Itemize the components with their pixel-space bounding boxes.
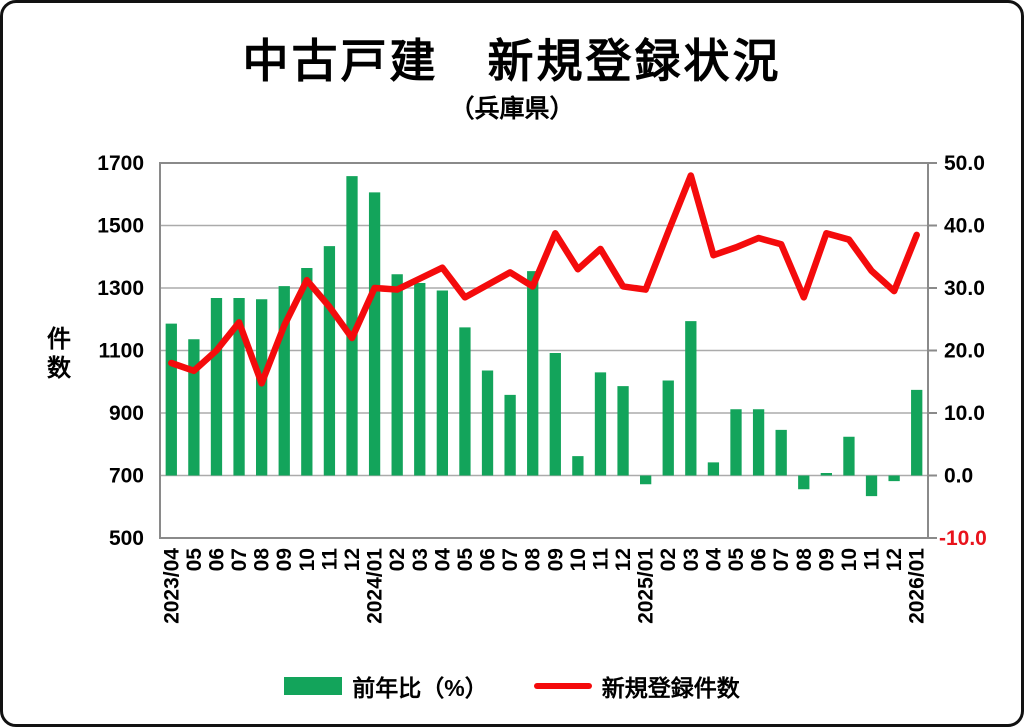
x-axis-label: 07 [770, 548, 793, 571]
legend-line-label: 新規登録件数 [601, 675, 740, 701]
bar-05 [459, 327, 471, 476]
left-axis-label: 1700 [97, 152, 144, 175]
bar-06 [210, 298, 223, 476]
bar-12 [617, 386, 629, 476]
bar-04 [436, 290, 448, 476]
bar-06 [752, 409, 765, 476]
x-axis-label: 08 [793, 548, 816, 572]
x-axis-label: 2024/01 [364, 548, 387, 624]
bar-08 [527, 271, 539, 476]
bar-03 [685, 321, 697, 476]
x-axis-label: 11 [318, 548, 341, 571]
bar-12 [888, 475, 900, 482]
x-axis-label: 06 [205, 548, 228, 571]
right-axis-label: 10.0 [944, 402, 985, 425]
x-axis-label: 05 [183, 548, 206, 572]
x-axis-label: 09 [544, 548, 567, 571]
bar-2025/01 [640, 475, 652, 485]
x-axis-label: 06 [748, 548, 771, 571]
bar-09 [278, 286, 290, 476]
x-axis-label: 2023/04 [160, 548, 183, 624]
bar-06 [481, 370, 494, 476]
x-axis-label: 11 [589, 548, 612, 571]
legend-item-bar: 前年比（%） [284, 669, 488, 703]
x-axis-label: 03 [680, 548, 703, 571]
x-axis-label: 05 [454, 548, 477, 572]
line-series [168, 172, 920, 387]
right-axis-label: 40.0 [944, 215, 985, 238]
bar-12 [346, 176, 358, 476]
bar-2023/04 [165, 323, 177, 476]
x-axis-label: 10 [838, 548, 861, 571]
legend-item-line: 新規登録件数 [533, 669, 740, 703]
x-axis-label: 10 [296, 548, 319, 571]
x-axis-label: 11 [861, 548, 884, 571]
x-axis-label: 12 [341, 548, 364, 571]
x-axis-label: 09 [815, 548, 838, 571]
left-axis-label: 1300 [97, 277, 144, 300]
chart-legend: 前年比（%） 新規登録件数 [3, 669, 1021, 703]
right-axis-label: 20.0 [944, 340, 985, 363]
x-axis-label: 07 [228, 548, 251, 571]
bar-07 [233, 298, 245, 476]
registration-combo-chart: 1700 1500 1300 1100 900 700 500 50.0 40.0 30.0 20.… [97, 152, 987, 624]
bar-2024/01 [368, 192, 381, 476]
bar-07 [775, 429, 787, 476]
x-axis-label: 03 [409, 548, 432, 571]
right-axis-label: 50.0 [944, 152, 985, 175]
x-axis-label: 12 [612, 548, 635, 571]
bar-09 [549, 353, 561, 476]
x-axis-label: 10 [567, 548, 590, 571]
left-axis-label: 1500 [97, 215, 144, 238]
x-axis-label: 04 [431, 548, 454, 572]
chart-subtitle: （兵庫県） [449, 95, 575, 123]
bar-08 [798, 475, 810, 490]
bar-03 [414, 283, 426, 476]
x-axis-label: 08 [251, 548, 274, 572]
bar-11 [865, 475, 878, 497]
chart-title: 中古戸建 新規登録状況 [242, 35, 782, 87]
left-axis-title: 件数 [47, 326, 71, 382]
legend-bar-label: 前年比（%） [352, 675, 488, 701]
bar-11 [323, 246, 336, 476]
x-axis-label: 2026/01 [906, 548, 929, 624]
x-axis-label: 12 [883, 548, 906, 571]
legend-line-swatch [533, 683, 592, 689]
legend-bar-swatch [284, 677, 343, 695]
left-axis-label: 900 [109, 402, 144, 425]
x-axis-label: 2025/01 [635, 548, 658, 624]
left-axis-label: 1100 [98, 340, 144, 363]
bar-05 [188, 339, 200, 476]
bar-04 [707, 462, 720, 476]
bar-07 [504, 394, 516, 476]
bar-02 [391, 274, 403, 476]
left-axis-label: 500 [109, 527, 144, 550]
bar-10 [843, 436, 855, 476]
bar-08 [256, 299, 268, 476]
x-axis-label: 05 [725, 548, 748, 572]
bar-10 [572, 456, 584, 476]
x-axis-label: 08 [522, 548, 545, 572]
x-axis-label: 09 [273, 548, 296, 571]
x-axis-label: 07 [499, 548, 522, 571]
right-axis-label: 0.0 [944, 465, 973, 488]
x-axis-label: 06 [477, 548, 500, 571]
bar-05 [730, 409, 742, 476]
x-axis-label: 02 [386, 548, 409, 571]
left-axis-label: 700 [109, 465, 144, 488]
bar-09 [820, 473, 832, 476]
right-axis-label: 30.0 [944, 277, 985, 300]
bar-11 [594, 372, 607, 476]
x-axis-label: 02 [657, 548, 680, 571]
bar-02 [662, 380, 674, 476]
right-axis-label: -10.0 [939, 527, 987, 550]
x-axis-label: 04 [702, 548, 725, 572]
bar-10 [301, 268, 313, 476]
bar-2026/01 [911, 389, 923, 476]
